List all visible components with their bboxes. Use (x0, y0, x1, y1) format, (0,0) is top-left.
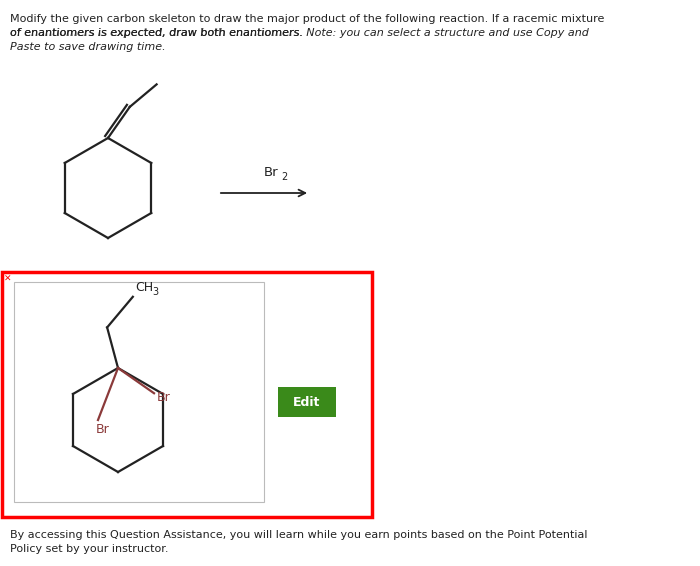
Bar (278, 387, 336, 417)
Text: Br: Br (96, 423, 110, 436)
Text: By accessing this Question Assistance, you will learn while you earn points base: By accessing this Question Assistance, y… (10, 530, 587, 540)
Bar (14, 282, 264, 502)
Text: 2: 2 (281, 172, 287, 182)
Text: Modify the given carbon skeleton to draw the major product of the following reac: Modify the given carbon skeleton to draw… (10, 14, 604, 24)
Text: ✕: ✕ (4, 275, 11, 284)
Text: of enantiomers is expected, draw both enantiomers.: of enantiomers is expected, draw both en… (10, 28, 307, 38)
Text: Br: Br (157, 391, 171, 404)
Text: Br: Br (264, 166, 279, 179)
Text: Paste to save drawing time.: Paste to save drawing time. (10, 42, 166, 52)
Text: Policy set by your instructor.: Policy set by your instructor. (10, 544, 169, 554)
Text: 3: 3 (152, 287, 158, 297)
Text: of enantiomers is expected, draw both enantiomers. Note: you can select a struct: of enantiomers is expected, draw both en… (10, 28, 589, 38)
Bar (2, 272, 372, 517)
Text: Edit: Edit (293, 396, 321, 409)
Text: CH: CH (135, 281, 153, 294)
